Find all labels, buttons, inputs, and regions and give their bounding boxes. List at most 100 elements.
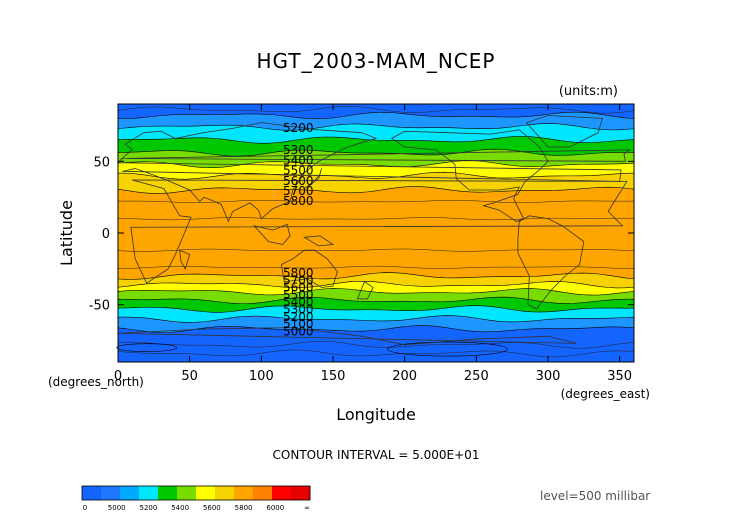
- contour-line: [117, 280, 635, 289]
- colorbar-frame: [81, 485, 311, 501]
- contour-line: [117, 272, 635, 280]
- colorbar-swatch: [291, 486, 311, 500]
- contour-label: 5600: [283, 174, 314, 188]
- units-label: (units:m): [559, 84, 618, 99]
- coastline: [517, 215, 585, 310]
- contour-labels: 5200530054005500560057005800580057005600…: [283, 121, 314, 338]
- x-axis-label: Longitude: [336, 405, 416, 424]
- colorbar-label: 5600: [203, 504, 221, 512]
- contour-label: 5500: [283, 164, 314, 178]
- colorbar: 0 5000 5200 5400 5600 5800 6000 ∞: [81, 485, 311, 512]
- colorbar-swatch: [196, 486, 216, 500]
- coastline-outlines: [117, 115, 631, 346]
- color-band: [118, 315, 634, 333]
- color-band: [118, 123, 634, 144]
- coastline: [120, 149, 631, 162]
- contour-label: 5300: [283, 143, 314, 157]
- color-band: [118, 272, 634, 288]
- color-band: [118, 305, 634, 323]
- contour-label: 5800: [283, 194, 314, 208]
- y-tick-label: 50: [93, 155, 110, 170]
- axis-ticks: 0 50 100 150 200 250 300 350 50 0 -50: [89, 104, 634, 384]
- coastline: [253, 223, 291, 245]
- colorbar-swatch: [82, 486, 102, 500]
- x-tick-label: 200: [392, 369, 417, 384]
- contour-label: 5400: [283, 153, 314, 167]
- y-tick-label: -50: [89, 299, 110, 314]
- x-tick-label: 350: [607, 369, 632, 384]
- color-bands: [118, 104, 634, 362]
- coastline: [117, 327, 577, 346]
- colorbar-label: 6000: [266, 504, 284, 512]
- contour-lines: [116, 106, 635, 358]
- contour-line: [117, 148, 635, 157]
- colorbar-swatch: [215, 486, 235, 500]
- contour-line: [117, 315, 635, 323]
- y-tick-label: 0: [102, 227, 110, 242]
- y-axis-unit: (degrees_north): [48, 375, 144, 389]
- coastline: [303, 235, 335, 247]
- contour-label: 5100: [283, 317, 314, 331]
- contour-line: [117, 123, 635, 131]
- level-text: level=500 millibar: [540, 489, 650, 503]
- colorbar-swatch: [272, 486, 292, 500]
- colorbar-label: 0: [83, 504, 87, 512]
- contour-interval-text: CONTOUR INTERVAL = 5.000E+01: [273, 448, 480, 462]
- x-tick-label: 300: [536, 369, 561, 384]
- x-tick-label: 150: [321, 369, 346, 384]
- colorbar-label: 5400: [171, 504, 189, 512]
- coastline: [280, 249, 338, 288]
- contour-line: [387, 341, 508, 357]
- contour-label: 5700: [283, 184, 314, 198]
- coastline: [356, 281, 374, 300]
- x-tick-label: 50: [181, 369, 198, 384]
- x-tick-label: 250: [464, 369, 489, 384]
- color-band: [118, 136, 634, 157]
- colorbar-swatch: [253, 486, 273, 500]
- colorbar-swatch: [158, 486, 178, 500]
- coastline: [130, 179, 628, 284]
- colorbar-swatch: [101, 486, 121, 500]
- contour-line: [117, 288, 635, 296]
- color-band: [118, 281, 634, 296]
- colorbar-swatch: [139, 486, 159, 500]
- contour-label: 5200: [283, 310, 314, 324]
- coastline: [525, 115, 603, 148]
- contour-label: 5000: [283, 324, 314, 338]
- chart-title: HGT_2003-MAM_NCEP: [257, 49, 496, 73]
- x-axis-unit: (degrees_east): [561, 387, 650, 401]
- contour-line: [117, 325, 635, 333]
- color-band: [118, 160, 634, 180]
- coastline: [304, 168, 322, 189]
- contour-line: [117, 136, 635, 144]
- colorbar-swatch: [234, 486, 254, 500]
- color-band: [118, 325, 634, 362]
- color-band: [118, 149, 634, 168]
- contour-line: [117, 217, 635, 221]
- color-band: [118, 104, 634, 119]
- color-band: [118, 172, 634, 194]
- contour-line: [117, 341, 635, 349]
- colorbar-label: 5800: [235, 504, 253, 512]
- contour-label: 5500: [283, 288, 314, 302]
- coastline: [117, 122, 622, 223]
- contour-line: [117, 305, 635, 313]
- colorbar-label: ∞: [304, 504, 310, 512]
- color-band: [118, 186, 634, 280]
- color-band: [118, 288, 634, 304]
- contour-label: 5400: [283, 295, 314, 309]
- contour-line: [117, 296, 635, 304]
- contour-line: [117, 186, 635, 194]
- coastline: [179, 249, 191, 270]
- contour-label: 5200: [283, 121, 314, 135]
- x-tick-label: 0: [114, 369, 122, 384]
- contour-line: [116, 343, 177, 352]
- contour-line: [117, 171, 635, 180]
- colorbar-swatch: [120, 486, 140, 500]
- x-tick-label: 100: [249, 369, 274, 384]
- colorbar-label: 5000: [108, 504, 126, 512]
- contour-label: 5600: [283, 281, 314, 295]
- contour-line: [117, 200, 635, 203]
- contour-line: [117, 248, 635, 252]
